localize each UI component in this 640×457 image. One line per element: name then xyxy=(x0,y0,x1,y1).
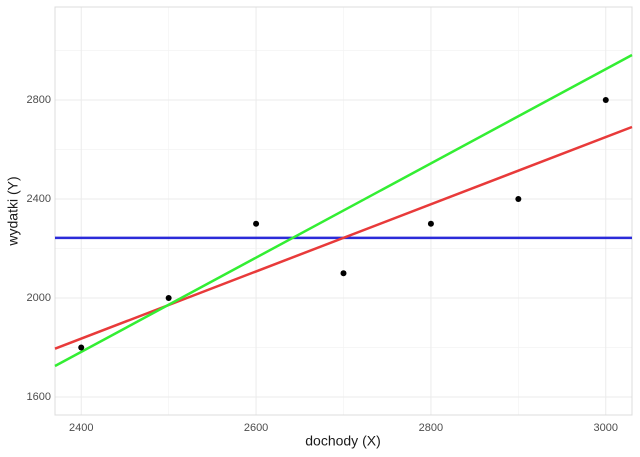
point xyxy=(602,97,609,104)
panel-border xyxy=(54,6,633,416)
point xyxy=(165,294,172,301)
y-tick-label: 2000 xyxy=(27,292,51,304)
point xyxy=(78,344,85,351)
x-axis-title: dochody (X) xyxy=(305,433,380,449)
point xyxy=(253,220,260,227)
point xyxy=(340,270,347,277)
fit-line xyxy=(54,125,633,350)
point xyxy=(427,220,434,227)
y-tick-label: 1600 xyxy=(27,391,51,403)
y-tick-label: 2800 xyxy=(27,94,51,106)
y-axis-title: wydatki (Y) xyxy=(5,176,21,246)
point xyxy=(515,196,522,202)
fit-line xyxy=(54,53,633,368)
x-tick-label: 3000 xyxy=(594,422,618,434)
x-tick-label: 2400 xyxy=(69,422,93,434)
x-tick-label: 2600 xyxy=(244,422,268,434)
y-tick-label: 2400 xyxy=(27,193,51,205)
x-tick-label: 2800 xyxy=(419,422,443,434)
